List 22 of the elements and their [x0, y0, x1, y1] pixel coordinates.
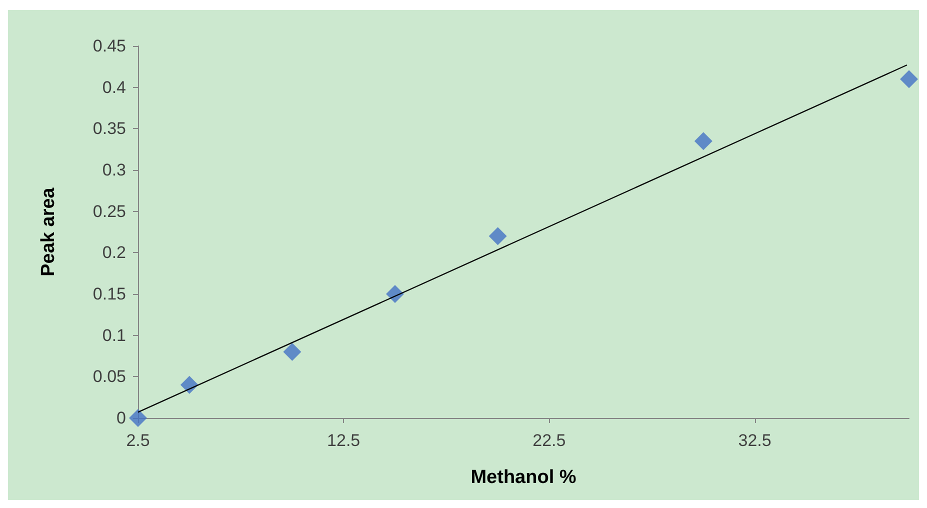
y-tick-label: 0.45 — [92, 36, 126, 56]
y-tick-label: 0 — [116, 408, 126, 428]
point — [900, 70, 918, 88]
x-tick-label: 22.5 — [532, 431, 566, 450]
x-tick-label: 32.5 — [738, 431, 772, 450]
x-tick-label: 2.5 — [126, 431, 150, 450]
y-tick-label: 0.2 — [102, 243, 126, 262]
y-tick-label: 0.4 — [102, 78, 126, 97]
y-tick-label: 0.05 — [92, 367, 126, 386]
point — [180, 376, 198, 394]
y-tick-label: 0.1 — [102, 326, 126, 345]
y-axis-title: Peak area — [38, 187, 59, 276]
y-tick-label: 0.25 — [92, 202, 126, 221]
y-tick-label: 0.35 — [92, 119, 126, 138]
y-tick-label: 0.3 — [102, 160, 126, 180]
x-tick-label: 12.5 — [327, 431, 360, 450]
point — [129, 409, 147, 427]
point — [488, 227, 507, 246]
x-axis-title: Methanol % — [470, 467, 576, 488]
point — [694, 132, 712, 150]
y-tick-label: 0.15 — [92, 284, 126, 304]
point — [283, 342, 302, 361]
